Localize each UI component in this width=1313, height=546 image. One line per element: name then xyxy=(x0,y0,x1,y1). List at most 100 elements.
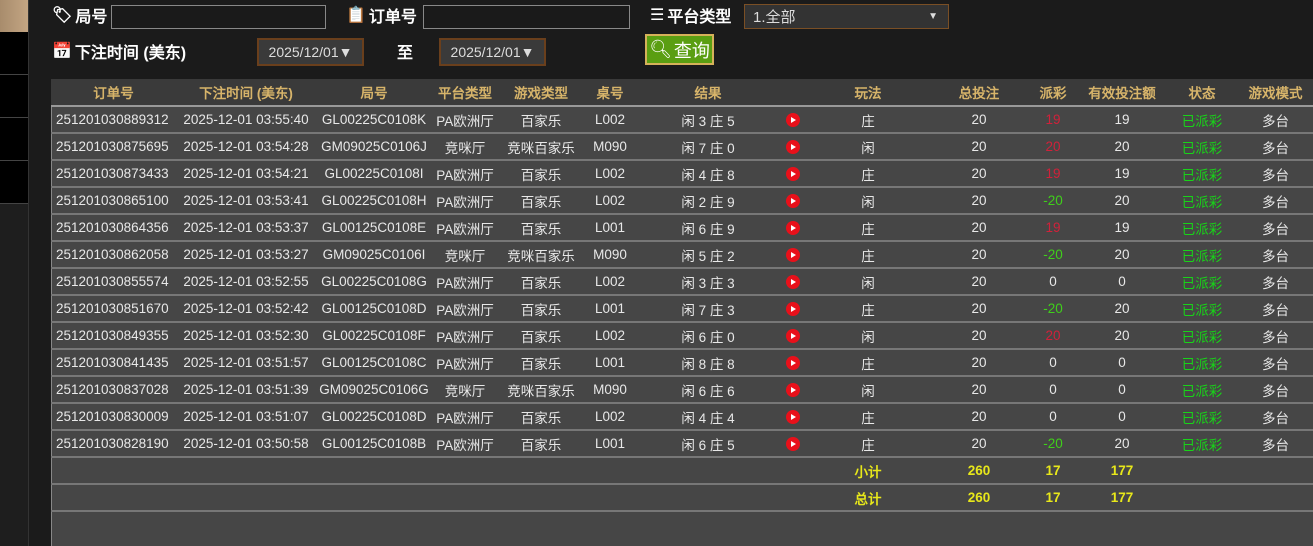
bet-time-cell: 2025-12-01 03:51:57 xyxy=(176,349,316,377)
video-cell xyxy=(780,403,806,431)
status-cell: 已派彩 xyxy=(1166,430,1238,458)
sidebar-item[interactable] xyxy=(0,75,28,118)
game-type-cell: 百家乐 xyxy=(498,268,584,296)
play-video-icon[interactable] xyxy=(786,194,800,209)
column-header[interactable]: 玩法 xyxy=(806,79,930,107)
order-label-text: 订单号 xyxy=(368,9,417,26)
query-button[interactable]: 🔍︎ 查询 xyxy=(645,34,714,65)
valid-bet-cell: 20 xyxy=(1078,187,1166,215)
total-bet-cell: 20 xyxy=(930,160,1028,188)
platform-cell: PA欧洲厅 xyxy=(432,268,498,296)
result-cell: 闲 8 庄 8 xyxy=(636,349,780,377)
column-header[interactable]: 有效投注额 xyxy=(1078,79,1166,107)
search-icon: 🔍︎ xyxy=(649,39,672,59)
valid-bet-cell: 20 xyxy=(1078,241,1166,269)
platform-cell: PA欧洲厅 xyxy=(432,322,498,350)
table-row: 251201030875695 2025-12-01 03:54:28 GM0902… xyxy=(51,133,1313,161)
empty-cell xyxy=(51,484,176,512)
column-header[interactable] xyxy=(780,79,806,107)
table-row: 251201030837028 2025-12-01 03:51:39 GM0902… xyxy=(51,376,1313,404)
column-header[interactable]: 桌号 xyxy=(584,79,636,107)
round-id-cell: GL00125C0108C xyxy=(316,349,432,377)
round-id-cell: GL00225C0108K xyxy=(316,106,432,134)
order-id-cell: 251201030864356 xyxy=(51,214,176,242)
bet-time-cell: 2025-12-01 03:52:55 xyxy=(176,268,316,296)
game-mode-cell: 多台 xyxy=(1238,403,1313,431)
empty-cell xyxy=(432,484,498,512)
sidebar-item[interactable] xyxy=(0,118,28,161)
video-cell xyxy=(780,349,806,377)
play-video-icon[interactable] xyxy=(786,356,800,371)
column-header[interactable]: 派彩 xyxy=(1028,79,1078,107)
video-cell xyxy=(780,187,806,215)
clipboard-icon: 📋 xyxy=(346,7,366,24)
valid-bet-cell: 20 xyxy=(1078,322,1166,350)
play-video-icon[interactable] xyxy=(786,437,800,452)
date-from-picker[interactable]: 2025/12/01▼ xyxy=(257,38,364,66)
empty-cell xyxy=(316,484,432,512)
column-header[interactable]: 平台类型 xyxy=(432,79,498,107)
platform-select-value: 1.全部 xyxy=(753,9,796,26)
table-id-cell: M090 xyxy=(584,376,636,404)
play-video-icon[interactable] xyxy=(786,140,800,155)
empty-cell xyxy=(584,457,636,485)
column-header[interactable]: 总投注 xyxy=(930,79,1028,107)
play-video-icon[interactable] xyxy=(786,167,800,182)
date-to-picker[interactable]: 2025/12/01▼ xyxy=(439,38,546,66)
game-type-cell: 百家乐 xyxy=(498,430,584,458)
table-row: 251201030873433 2025-12-01 03:54:21 GL0022… xyxy=(51,160,1313,188)
round-id-cell: GL00225C0108H xyxy=(316,187,432,215)
column-header[interactable]: 下注时间 (美东) xyxy=(176,79,316,107)
result-cell: 闲 5 庄 2 xyxy=(636,241,780,269)
column-header[interactable]: 游戏模式 xyxy=(1238,79,1313,107)
bet-type-cell: 庄 xyxy=(806,295,930,323)
play-video-icon[interactable] xyxy=(786,113,800,128)
bet-type-cell: 庄 xyxy=(806,403,930,431)
round-id-cell: GL00225C0108G xyxy=(316,268,432,296)
play-video-icon[interactable] xyxy=(786,410,800,425)
empty-cell xyxy=(1166,457,1238,485)
play-video-icon[interactable] xyxy=(786,383,800,398)
video-cell xyxy=(780,295,806,323)
valid-bet-cell: 20 xyxy=(1078,430,1166,458)
status-cell: 已派彩 xyxy=(1166,268,1238,296)
bet-type-cell: 庄 xyxy=(806,349,930,377)
column-header[interactable]: 结果 xyxy=(636,79,780,107)
round-input[interactable] xyxy=(111,5,326,29)
column-header[interactable]: 订单号 xyxy=(51,79,176,107)
platform-select[interactable]: 1.全部 ▼ xyxy=(744,4,949,29)
game-mode-cell: 多台 xyxy=(1238,349,1313,377)
empty-cell xyxy=(316,457,432,485)
bet-type-cell: 庄 xyxy=(806,430,930,458)
orders-table: 订单号 下注时间 (美东) 局号 平台类型 游戏类型 桌号 结果 玩法 总投注 派彩 有效投注额 状态… xyxy=(51,79,1313,512)
status-cell: 已派彩 xyxy=(1166,349,1238,377)
play-video-icon[interactable] xyxy=(786,248,800,263)
video-cell xyxy=(780,322,806,350)
payout-cell: 0 xyxy=(1028,349,1078,377)
platform-cell: PA欧洲厅 xyxy=(432,214,498,242)
sidebar-top[interactable] xyxy=(0,0,28,32)
platform-cell: PA欧洲厅 xyxy=(432,430,498,458)
play-video-icon[interactable] xyxy=(786,302,800,317)
order-label: 📋 订单号 xyxy=(346,3,417,27)
play-video-icon[interactable] xyxy=(786,275,800,290)
table-id-cell: M090 xyxy=(584,133,636,161)
result-cell: 闲 3 庄 3 xyxy=(636,268,780,296)
valid-bet-cell: 20 xyxy=(1078,295,1166,323)
column-header[interactable]: 状态 xyxy=(1166,79,1238,107)
column-header[interactable]: 局号 xyxy=(316,79,432,107)
order-input[interactable] xyxy=(423,5,630,29)
column-header[interactable]: 游戏类型 xyxy=(498,79,584,107)
sidebar-item[interactable] xyxy=(0,32,28,75)
sidebar-item[interactable] xyxy=(0,161,28,204)
valid-bet-cell: 19 xyxy=(1078,160,1166,188)
order-id-cell: 251201030837028 xyxy=(51,376,176,404)
play-video-icon[interactable] xyxy=(786,221,800,236)
total-bet-cell: 20 xyxy=(930,295,1028,323)
bet-type-cell: 庄 xyxy=(806,214,930,242)
subtotal-total-bet: 260 xyxy=(930,457,1028,485)
play-video-icon[interactable] xyxy=(786,329,800,344)
video-cell xyxy=(780,160,806,188)
empty-cell xyxy=(498,484,584,512)
video-cell xyxy=(780,376,806,404)
